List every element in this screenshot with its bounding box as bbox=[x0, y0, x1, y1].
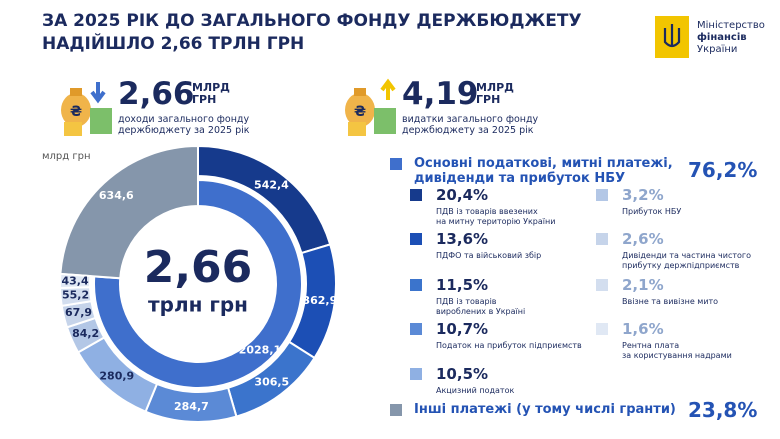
desc-line: ПДФО та військовий збір bbox=[436, 251, 542, 260]
desc-line: доходи загального фонду bbox=[118, 114, 250, 125]
desc-line: на митну територію України bbox=[436, 217, 556, 226]
stat-value: 4,19 bbox=[402, 76, 479, 112]
item-pct: 2,1% bbox=[622, 276, 664, 294]
legend-swatch bbox=[596, 323, 608, 335]
item-pct: 2,6% bbox=[622, 230, 664, 248]
item-pct: 11,5% bbox=[436, 276, 489, 294]
value-label: 43,4 bbox=[61, 274, 88, 287]
logo-text: Міністерство фінансів України bbox=[697, 20, 765, 56]
money-icon: ₴ bbox=[345, 78, 396, 136]
donut-chart: 2028,1 634,6 542,4 362,9 306,5 284,7 280,9 84,2… bbox=[59, 144, 337, 423]
unit-line: ГРН bbox=[476, 93, 501, 106]
legend-swatch bbox=[596, 189, 608, 201]
item-pct: 10,5% bbox=[436, 365, 489, 383]
value-label: 55,2 bbox=[62, 289, 89, 302]
desc-line: прибутку держпідприємств bbox=[622, 261, 740, 270]
value-label: 280,9 bbox=[99, 369, 134, 382]
value-label: 67,9 bbox=[65, 306, 92, 319]
logo-line: фінансів bbox=[697, 32, 747, 43]
center-value: 2,66 bbox=[144, 242, 253, 293]
donut-segment bbox=[59, 272, 92, 290]
value-label: 362,9 bbox=[302, 294, 337, 307]
stat-desc: видатки загального фонду держбюджету за 2… bbox=[402, 114, 552, 136]
legend-swatch bbox=[410, 279, 422, 291]
value-label: 634,6 bbox=[99, 189, 134, 202]
unit-line: МЛРД bbox=[476, 81, 514, 94]
desc-line: держбюджету за 2025 рік bbox=[402, 125, 534, 136]
item-desc: ПДВ із товарів ввезених на митну територі… bbox=[436, 207, 555, 227]
desc-line: держбюджету за 2025 рік bbox=[118, 125, 250, 136]
svg-text:₴: ₴ bbox=[354, 104, 366, 120]
unit-line: МЛРД bbox=[192, 81, 230, 94]
desc-line: ПДВ із товарів bbox=[436, 297, 497, 306]
center-unit: трлн грн bbox=[148, 293, 248, 317]
item-desc: Прибуток НБУ bbox=[622, 207, 681, 217]
group-pct: 76,2% bbox=[688, 158, 758, 182]
desc-line: за користування надрами bbox=[622, 351, 732, 360]
stat-unit: МЛРД ГРН bbox=[192, 82, 232, 106]
donut-segment bbox=[59, 144, 199, 280]
legend-swatch bbox=[410, 323, 422, 335]
value-label: 284,7 bbox=[174, 400, 209, 413]
value-label: 542,4 bbox=[254, 178, 289, 191]
item-pct: 3,2% bbox=[622, 186, 664, 204]
logo-line: Міністерство bbox=[697, 20, 765, 31]
donut-segment bbox=[93, 178, 303, 389]
stat-value: 2,66 bbox=[118, 76, 195, 112]
value-label: 306,5 bbox=[254, 375, 289, 388]
item-pct: 13,6% bbox=[436, 230, 489, 248]
legend-swatch bbox=[390, 404, 402, 416]
item-desc: Дивіденди та частина чистого прибутку дер… bbox=[622, 251, 751, 271]
desc-line: Рентна плата bbox=[622, 341, 680, 350]
group-name: Основні податкові, митні платежі, дивіде… bbox=[414, 156, 673, 186]
legend-swatch bbox=[596, 233, 608, 245]
group-pct: 23,8% bbox=[688, 398, 758, 422]
legend-swatch bbox=[410, 233, 422, 245]
logo-icon bbox=[655, 16, 689, 58]
logo-line: України bbox=[697, 44, 738, 55]
desc-line: Акцизний податок bbox=[436, 386, 515, 395]
center-disc bbox=[124, 210, 272, 358]
desc-line: Прибуток НБУ bbox=[622, 207, 682, 216]
money-icon: ₴ bbox=[61, 82, 112, 136]
item-pct: 1,6% bbox=[622, 320, 664, 338]
desc-line: вироблених в Україні bbox=[436, 307, 526, 316]
group-name: Інші платежі (у тому числі гранти) bbox=[414, 402, 676, 417]
item-desc: Податок на прибуток підприємств bbox=[436, 341, 582, 351]
item-desc: Рентна плата за користування надрами bbox=[622, 341, 732, 361]
desc-line: Дивіденди та частина чистого bbox=[622, 251, 751, 260]
legend-swatch bbox=[596, 279, 608, 291]
svg-text:₴: ₴ bbox=[70, 104, 82, 120]
stat-desc: доходи загального фонду держбюджету за 20… bbox=[118, 114, 268, 136]
item-desc: Акцизний податок bbox=[436, 386, 514, 396]
desc-line: ПДВ із товарів ввезених bbox=[436, 207, 538, 216]
item-pct: 10,7% bbox=[436, 320, 489, 338]
legend-swatch bbox=[410, 368, 422, 380]
item-desc: ПДФО та військовий збір bbox=[436, 251, 541, 261]
desc-line: Ввізне та вивізне мито bbox=[622, 297, 719, 306]
value-label: 2028,1 bbox=[239, 344, 281, 357]
item-pct: 20,4% bbox=[436, 186, 489, 204]
stat-unit: МЛРД ГРН bbox=[476, 82, 516, 106]
desc-line: Податок на прибуток підприємств bbox=[436, 341, 582, 350]
unit-label: млрд грн bbox=[42, 151, 91, 162]
legend-swatch bbox=[410, 189, 422, 201]
item-desc: ПДВ із товарів вироблених в Україні bbox=[436, 297, 525, 317]
unit-line: ГРН bbox=[192, 93, 217, 106]
legend-swatch bbox=[390, 158, 402, 170]
title: ЗА 2025 РІК ДО ЗАГАЛЬНОГО ФОНДУ ДЕРЖБЮДЖ… bbox=[42, 11, 582, 54]
value-label: 84,2 bbox=[72, 327, 99, 340]
item-desc: Ввізне та вивізне мито bbox=[622, 297, 718, 307]
desc-line: видатки загального фонду bbox=[402, 114, 539, 125]
